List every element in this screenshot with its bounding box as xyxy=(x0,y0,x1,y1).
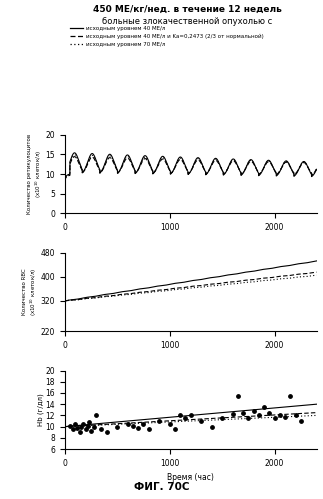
Point xyxy=(136,424,141,432)
Point xyxy=(262,403,267,411)
Point xyxy=(220,414,225,422)
Point xyxy=(298,417,303,425)
Point xyxy=(78,428,83,436)
Point xyxy=(198,417,204,425)
Point xyxy=(156,417,162,425)
X-axis label: Время (час): Время (час) xyxy=(167,474,214,483)
Point xyxy=(172,426,177,434)
Point xyxy=(246,414,251,422)
Point xyxy=(75,424,80,432)
Point xyxy=(167,420,172,428)
Point xyxy=(209,423,214,431)
Point xyxy=(83,426,88,434)
Point xyxy=(251,407,256,415)
Text: 450 МЕ/кг/нед. в течение 12 недель: 450 МЕ/кг/нед. в течение 12 недель xyxy=(93,5,282,14)
Point xyxy=(94,411,99,419)
Y-axis label: Количество ретикулоцитов
(x10$^{10}$ клеток/л): Количество ретикулоцитов (x10$^{10}$ кле… xyxy=(27,134,44,214)
Point xyxy=(86,418,91,426)
Point xyxy=(256,411,261,419)
Y-axis label: Количество RBC
(x10$^{10}$ клеток/л): Количество RBC (x10$^{10}$ клеток/л) xyxy=(22,268,39,316)
Point xyxy=(146,426,151,434)
Point xyxy=(130,422,135,430)
Point xyxy=(178,411,183,419)
Point xyxy=(115,423,120,431)
Point xyxy=(104,428,109,436)
Point xyxy=(67,422,72,430)
Point xyxy=(70,426,76,434)
Point xyxy=(288,392,293,400)
Point xyxy=(81,420,86,428)
Point xyxy=(183,414,188,422)
Point xyxy=(282,413,288,421)
Point xyxy=(79,423,84,431)
Point xyxy=(293,411,298,419)
Point xyxy=(88,427,93,435)
Point xyxy=(141,420,146,428)
Point xyxy=(240,409,246,417)
Point xyxy=(99,426,104,434)
Y-axis label: Hb (г/дл): Hb (г/дл) xyxy=(37,393,44,426)
Text: больные злокачественной опухолью с: больные злокачественной опухолью с xyxy=(102,17,273,26)
Point xyxy=(188,411,193,419)
Point xyxy=(73,420,78,428)
Point xyxy=(85,422,90,430)
Point xyxy=(230,410,235,418)
Point xyxy=(235,392,240,400)
Point xyxy=(267,409,272,417)
Point xyxy=(91,423,97,431)
Legend: исходным уровнем 40 МЕ/л, исходным уровнем 40 МЕ/л и Ka=0,2473 (2/3 от нормально: исходным уровнем 40 МЕ/л, исходным уровн… xyxy=(68,24,266,49)
Point xyxy=(272,414,277,422)
Point xyxy=(125,420,130,428)
Text: ФИГ. 70С: ФИГ. 70С xyxy=(134,482,189,492)
Point xyxy=(277,411,282,419)
